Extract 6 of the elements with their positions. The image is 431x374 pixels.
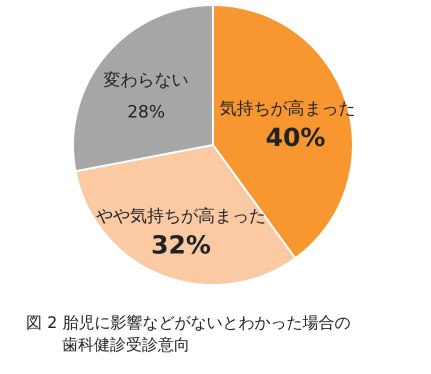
data-label: 32%: [151, 230, 211, 260]
slice-label: やや気持ちが高まった: [96, 206, 266, 227]
data-label: 40%: [266, 123, 326, 152]
slice-label: 変わらない: [104, 70, 189, 91]
text: 図 2 胎児に影響などがないとわかった場合の歯科健診受診意向: [26, 313, 350, 354]
data-label: 28%: [127, 102, 166, 123]
